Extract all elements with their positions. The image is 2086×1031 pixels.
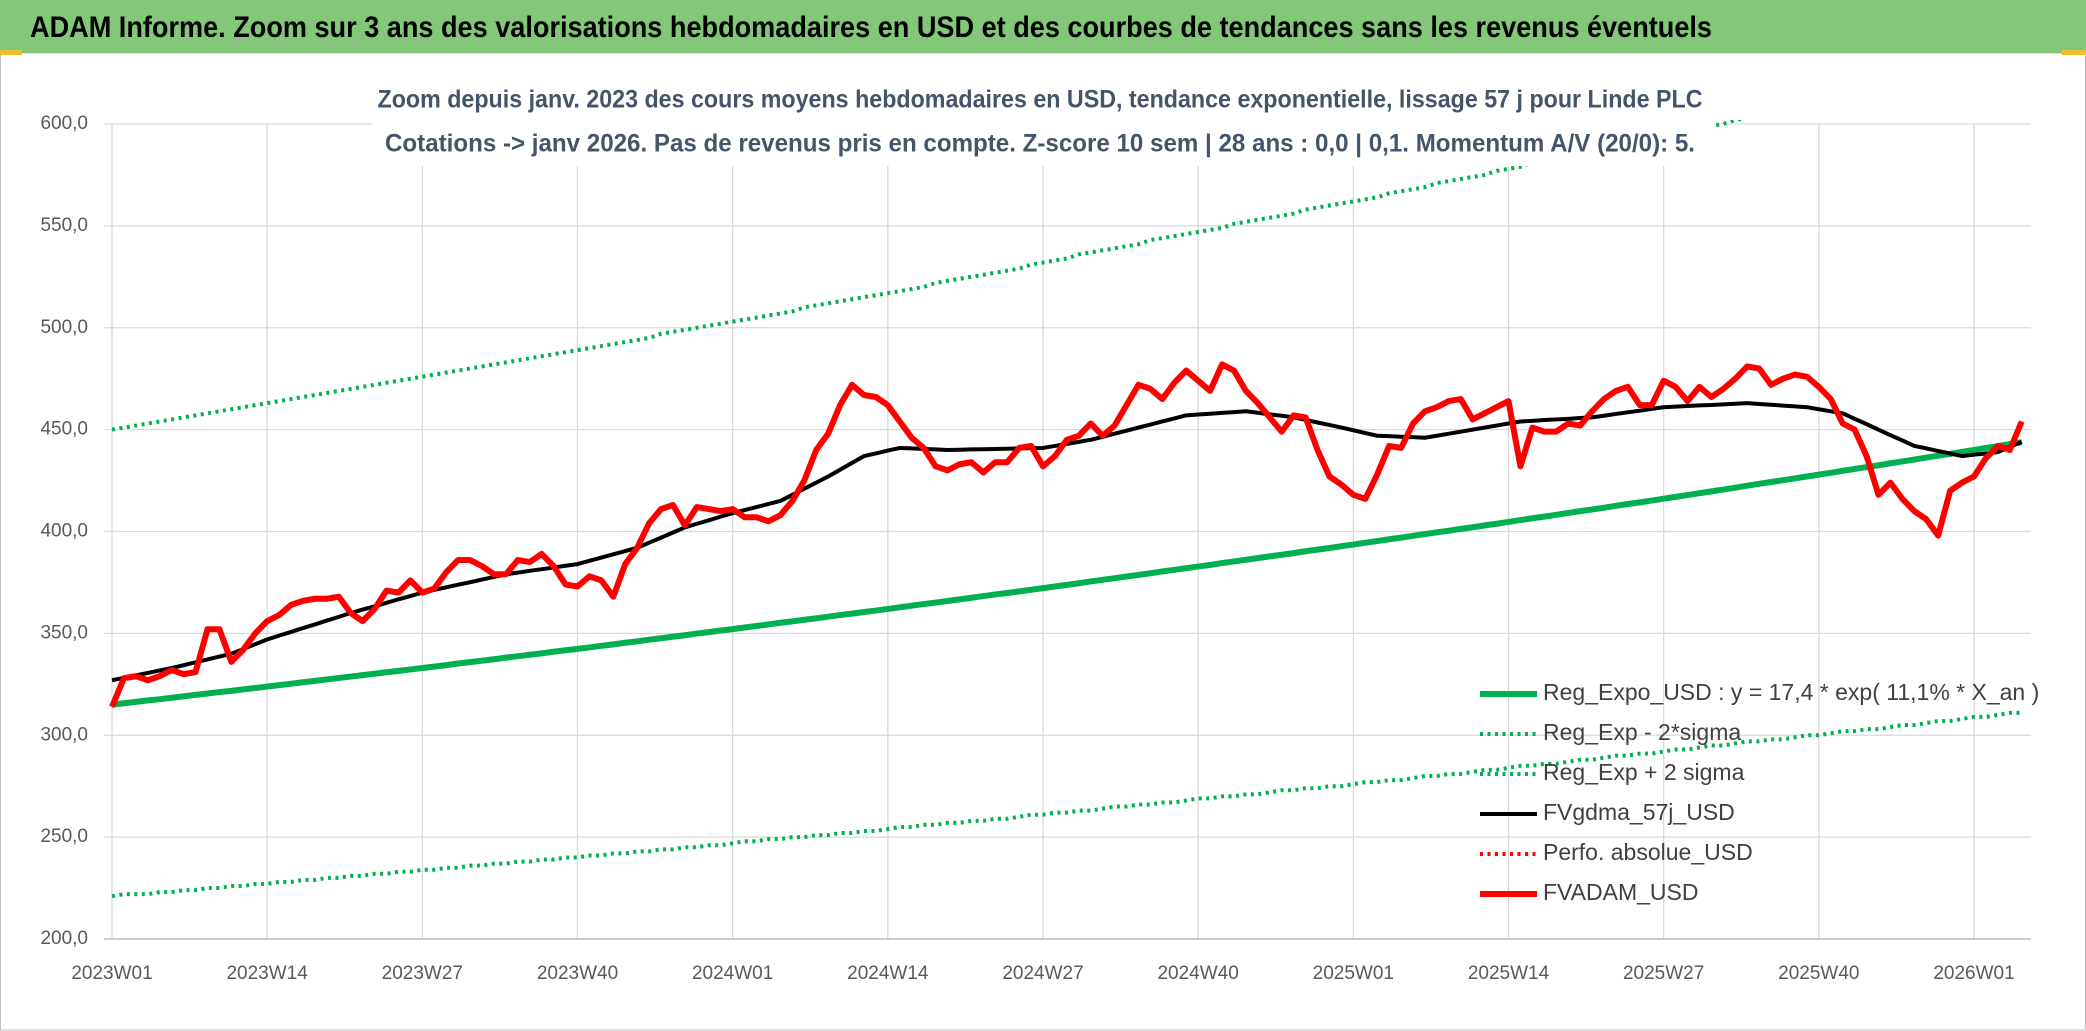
y-tick-label: 350,0 <box>40 622 88 643</box>
x-tick-label: 2024W01 <box>692 963 773 984</box>
x-tick-label: 2023W40 <box>537 963 618 984</box>
x-tick-label: 2026W01 <box>1933 963 2014 984</box>
legend-label: Reg_Expo_USD : y = 17,4 * exp( 11,1% * X… <box>1543 679 2039 705</box>
y-tick-label: 250,0 <box>40 826 88 847</box>
x-tick-label: 2023W14 <box>226 963 308 984</box>
grid <box>104 123 2031 940</box>
legend-label: Reg_Exp - 2*sigma <box>1543 719 1741 745</box>
y-tick-label: 450,0 <box>40 419 88 440</box>
subtitle-background <box>372 78 1716 166</box>
x-tick-label: 2023W27 <box>382 963 463 984</box>
y-tick-label: 300,0 <box>40 724 88 745</box>
header-band <box>0 0 2086 53</box>
x-tick-label: 2025W14 <box>1468 963 1550 984</box>
series-line <box>109 361 2025 708</box>
chart-subtitle: Cotations -> janv 2026. Pas de revenus p… <box>385 130 1695 158</box>
x-tick-label: 2025W01 <box>1313 963 1394 984</box>
legend: Reg_Expo_USD : y = 17,4 * exp( 11,1% * X… <box>1480 679 2039 905</box>
chart-subtitle: Zoom depuis janv. 2023 des cours moyens … <box>378 86 1703 114</box>
y-tick-label: 500,0 <box>40 317 88 338</box>
legend-label: Reg_Exp + 2 sigma <box>1543 759 1745 785</box>
legend-label: FVADAM_USD <box>1543 879 1699 905</box>
series-line <box>111 439 2023 708</box>
corner-accent <box>0 50 22 55</box>
y-tick-label: 600,0 <box>40 113 88 134</box>
x-tick-label: 2024W27 <box>1002 963 1083 984</box>
x-tick-label: 2024W14 <box>847 963 929 984</box>
y-tick-label: 400,0 <box>40 521 88 542</box>
x-tick-label: 2025W40 <box>1778 963 1859 984</box>
legend-label: Perfo. absolue_USD <box>1543 839 1753 865</box>
axes: 200,0 250,0 300,0 350,0 400,0 450,0 500,0 550,0… <box>40 113 2031 984</box>
y-tick-label: 200,0 <box>40 928 88 949</box>
x-tick-label: 2025W27 <box>1623 963 1704 984</box>
corner-accent <box>2062 50 2086 55</box>
x-tick-label: 2023W01 <box>71 963 152 984</box>
page-title: ADAM Informe. Zoom sur 3 ans des valoris… <box>30 11 1712 44</box>
legend-label: FVgdma_57j_USD <box>1543 799 1735 825</box>
series-line <box>111 710 2022 899</box>
x-tick-label: 2024W40 <box>1157 963 1238 984</box>
y-tick-label: 550,0 <box>40 215 88 236</box>
